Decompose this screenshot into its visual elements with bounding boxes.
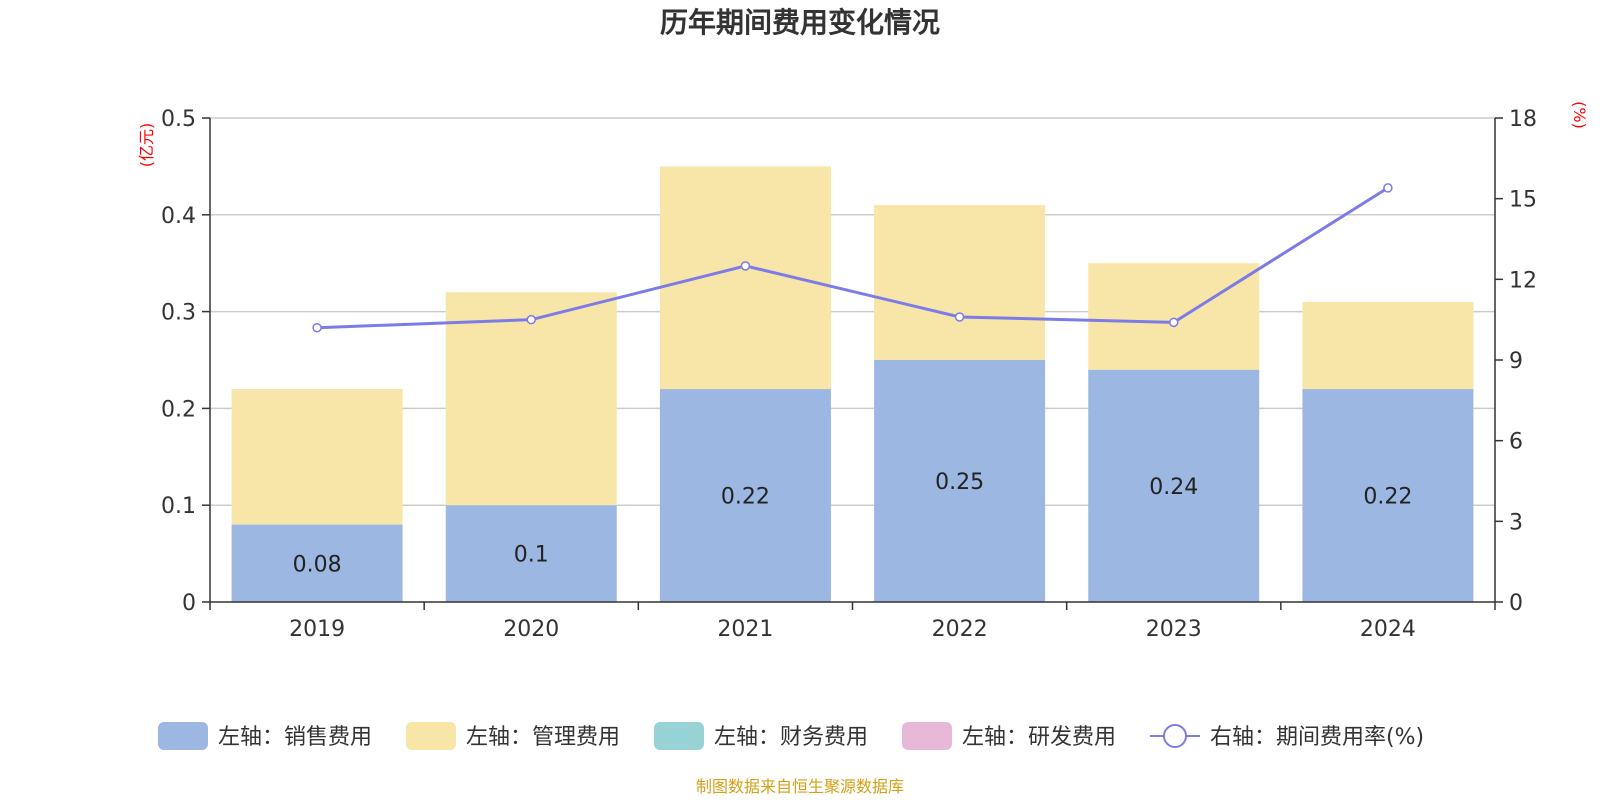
right-tick-label: 18 bbox=[1509, 107, 1537, 132]
bar-value-label: 0.25 bbox=[935, 470, 984, 495]
left-tick-label: 0.4 bbox=[161, 204, 196, 229]
chart-title: 历年期间费用变化情况 bbox=[660, 6, 940, 39]
rate-point bbox=[740, 261, 751, 271]
legend-label: 左轴：销售费用 bbox=[218, 725, 372, 750]
right-tick-label: 15 bbox=[1509, 188, 1537, 213]
left-tick-label: 0.1 bbox=[161, 494, 196, 519]
gridlines bbox=[210, 117, 1495, 506]
left-tick-label: 0.5 bbox=[161, 107, 196, 132]
rate-point bbox=[312, 322, 322, 333]
bar-左轴：销售费用 bbox=[1302, 389, 1474, 602]
bar-value-label: 0.24 bbox=[1149, 475, 1198, 500]
source-note: 制图数据来自恒生聚源数据库 bbox=[696, 777, 904, 796]
x-tick-label: 2022 bbox=[932, 617, 988, 642]
rate-line bbox=[312, 183, 1393, 333]
bar-value-label: 0.1 bbox=[514, 543, 549, 568]
legend-label: 左轴：财务费用 bbox=[714, 725, 868, 750]
x-tick-label: 2019 bbox=[289, 617, 345, 642]
bar-左轴：管理费用 bbox=[1302, 301, 1474, 390]
right-tick-label: 12 bbox=[1509, 268, 1537, 293]
rate-point bbox=[1383, 183, 1393, 193]
bar-左轴：销售费用 bbox=[445, 505, 617, 602]
legend-swatch bbox=[902, 722, 952, 750]
bars bbox=[231, 166, 1474, 602]
legend-swatch bbox=[406, 722, 456, 750]
x-tick-label: 2023 bbox=[1146, 617, 1202, 642]
bar-左轴：销售费用 bbox=[874, 360, 1046, 602]
right-tick-label: 3 bbox=[1509, 510, 1523, 535]
rate-point bbox=[526, 314, 536, 325]
bar-value-label: 0.08 bbox=[293, 552, 342, 577]
legend-label: 右轴：期间费用率(%) bbox=[1210, 725, 1424, 750]
legend-label: 左轴：管理费用 bbox=[466, 725, 620, 750]
rate-point bbox=[954, 312, 965, 322]
bar-左轴：管理费用 bbox=[659, 166, 831, 390]
bar-左轴：销售费用 bbox=[659, 389, 831, 602]
rate-line-path bbox=[317, 186, 1389, 330]
left-tick-label: 0 bbox=[182, 591, 196, 616]
axes: 0 0.1 0.2 0.3 0.4 0.5 0 3 6 9 12 15 18 2019 2020 2021 20… bbox=[161, 107, 1537, 642]
right-tick-label: 6 bbox=[1509, 430, 1523, 455]
right-tick-label: 0 bbox=[1509, 591, 1523, 616]
left-tick-label: 0.3 bbox=[161, 301, 196, 326]
data-labels: 0.08 0.1 0.22 0.25 0.24 0.22 bbox=[293, 470, 1413, 577]
bar-左轴：销售费用 bbox=[231, 524, 403, 602]
bar-左轴：销售费用 bbox=[1088, 369, 1260, 602]
bar-左轴：管理费用 bbox=[445, 292, 617, 506]
legend-swatch bbox=[654, 722, 704, 750]
x-tick-label: 2021 bbox=[717, 617, 773, 642]
legend-label: 左轴：研发费用 bbox=[962, 725, 1116, 750]
bar-左轴：管理费用 bbox=[231, 389, 403, 525]
x-tick-label: 2020 bbox=[503, 617, 559, 642]
legend-marker bbox=[1163, 724, 1187, 748]
right-tick-label: 9 bbox=[1509, 349, 1523, 374]
left-tick-label: 0.2 bbox=[161, 397, 196, 422]
right-axis-unit: (%) bbox=[1570, 101, 1589, 129]
bar-value-label: 0.22 bbox=[721, 485, 770, 510]
legend: 左轴：销售费用 左轴：管理费用 左轴：财务费用 左轴：研发费用 右轴：期间费用率(%) bbox=[158, 722, 1424, 750]
bar-左轴：管理费用 bbox=[874, 205, 1046, 360]
left-axis-unit: (亿元) bbox=[137, 123, 156, 168]
rate-point bbox=[1169, 317, 1179, 328]
bar-value-label: 0.22 bbox=[1363, 485, 1412, 510]
legend-swatch bbox=[158, 722, 208, 750]
x-tick-label: 2024 bbox=[1360, 617, 1416, 642]
bar-左轴：管理费用 bbox=[1088, 263, 1260, 370]
